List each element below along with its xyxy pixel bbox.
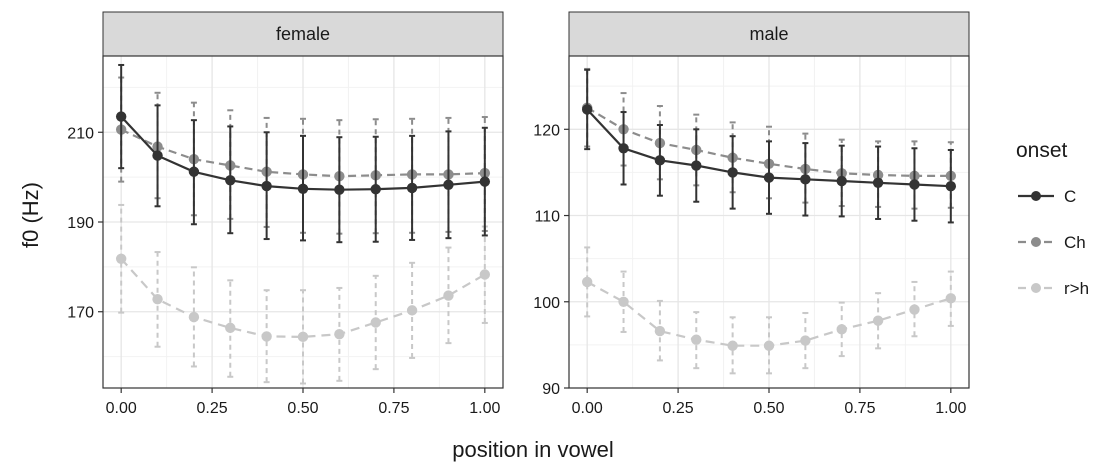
data-point bbox=[406, 305, 418, 316]
y-tick-label: 170 bbox=[67, 305, 94, 322]
data-point bbox=[872, 177, 884, 188]
data-point bbox=[763, 340, 775, 351]
legend-key-point bbox=[1031, 191, 1041, 201]
x-tick-label: 1.00 bbox=[469, 400, 500, 417]
legend-label: Ch bbox=[1064, 233, 1086, 252]
data-point bbox=[618, 296, 629, 307]
data-point bbox=[261, 180, 272, 192]
data-point bbox=[225, 175, 236, 186]
data-point bbox=[727, 340, 738, 351]
y-tick-label: 90 bbox=[542, 381, 560, 398]
y-tick-label: 110 bbox=[534, 209, 560, 226]
x-tick-label: 0.50 bbox=[753, 400, 784, 417]
data-point bbox=[654, 325, 666, 337]
x-tick-label: 0.75 bbox=[378, 400, 409, 417]
data-point bbox=[727, 167, 738, 178]
y-axis-title: f0 (Hz) bbox=[18, 182, 43, 248]
data-point bbox=[691, 334, 702, 345]
legend-entry: r>h bbox=[1018, 279, 1089, 298]
data-point bbox=[654, 155, 666, 166]
facet-strip bbox=[568, 11, 970, 57]
data-point bbox=[909, 179, 920, 190]
facet-strip-label: male bbox=[749, 24, 788, 44]
data-point bbox=[836, 175, 847, 187]
panel-male: male 90 100 110 120 0.00 0.25 0.50 0.75 1.00 bbox=[533, 11, 970, 417]
x-tick-label: 0.00 bbox=[572, 400, 603, 417]
data-point bbox=[297, 183, 309, 194]
x-axis-title: position in vowel bbox=[452, 437, 613, 462]
data-point bbox=[691, 160, 702, 171]
x-tick-label: 0.00 bbox=[106, 400, 137, 417]
series-rgth bbox=[581, 246, 957, 375]
y-tick-label: 120 bbox=[533, 122, 560, 139]
data-point bbox=[188, 311, 200, 323]
legend-label: C bbox=[1064, 187, 1076, 206]
data-point bbox=[479, 176, 491, 187]
data-point bbox=[618, 143, 629, 154]
data-point bbox=[945, 181, 957, 192]
x-tick-label: 0.50 bbox=[287, 400, 318, 417]
data-point bbox=[909, 304, 920, 315]
data-point bbox=[581, 104, 593, 115]
x-tick-label: 1.00 bbox=[935, 400, 966, 417]
data-point bbox=[800, 174, 811, 185]
series-line bbox=[586, 106, 951, 177]
legend-title: onset bbox=[1016, 139, 1068, 162]
legend-key-point bbox=[1031, 283, 1041, 293]
legend-key-point bbox=[1031, 237, 1041, 247]
series-rgth bbox=[115, 203, 491, 385]
legend-entry: C bbox=[1018, 187, 1076, 206]
data-point bbox=[115, 111, 127, 122]
data-point bbox=[370, 184, 381, 195]
data-point bbox=[443, 179, 454, 190]
legend-label: r>h bbox=[1064, 279, 1089, 298]
data-point bbox=[152, 150, 163, 161]
panel-female: female 170 190 210 0.00 0.25 0.50 0.75 1.00 bbox=[67, 11, 504, 417]
data-point bbox=[261, 331, 272, 342]
legend: onset C Ch r>h bbox=[1016, 139, 1089, 298]
series-line bbox=[120, 258, 486, 339]
data-point bbox=[152, 293, 163, 305]
data-point bbox=[334, 328, 345, 340]
data-point bbox=[763, 172, 775, 183]
x-tick-label: 0.25 bbox=[197, 400, 228, 417]
data-point bbox=[334, 184, 345, 195]
y-tick-label: 100 bbox=[533, 295, 560, 312]
data-point bbox=[945, 293, 957, 304]
data-point bbox=[115, 253, 127, 264]
data-point bbox=[297, 331, 309, 343]
series-C bbox=[581, 68, 957, 224]
data-point bbox=[581, 276, 593, 288]
data-point bbox=[188, 166, 200, 177]
data-point bbox=[443, 290, 454, 301]
series-C bbox=[115, 63, 491, 244]
x-tick-label: 0.25 bbox=[663, 400, 694, 417]
y-tick-label: 210 bbox=[67, 125, 94, 142]
y-tick-label: 190 bbox=[67, 215, 94, 232]
data-point bbox=[370, 317, 381, 328]
facet-strip-label: female bbox=[276, 24, 330, 44]
legend-entry: Ch bbox=[1018, 233, 1086, 252]
data-point bbox=[800, 335, 811, 346]
data-point bbox=[225, 322, 236, 334]
data-point bbox=[479, 269, 491, 280]
data-point bbox=[872, 315, 884, 326]
data-point bbox=[836, 324, 847, 335]
x-tick-label: 0.75 bbox=[844, 400, 875, 417]
data-point bbox=[406, 182, 418, 194]
facet-strip bbox=[102, 11, 504, 57]
